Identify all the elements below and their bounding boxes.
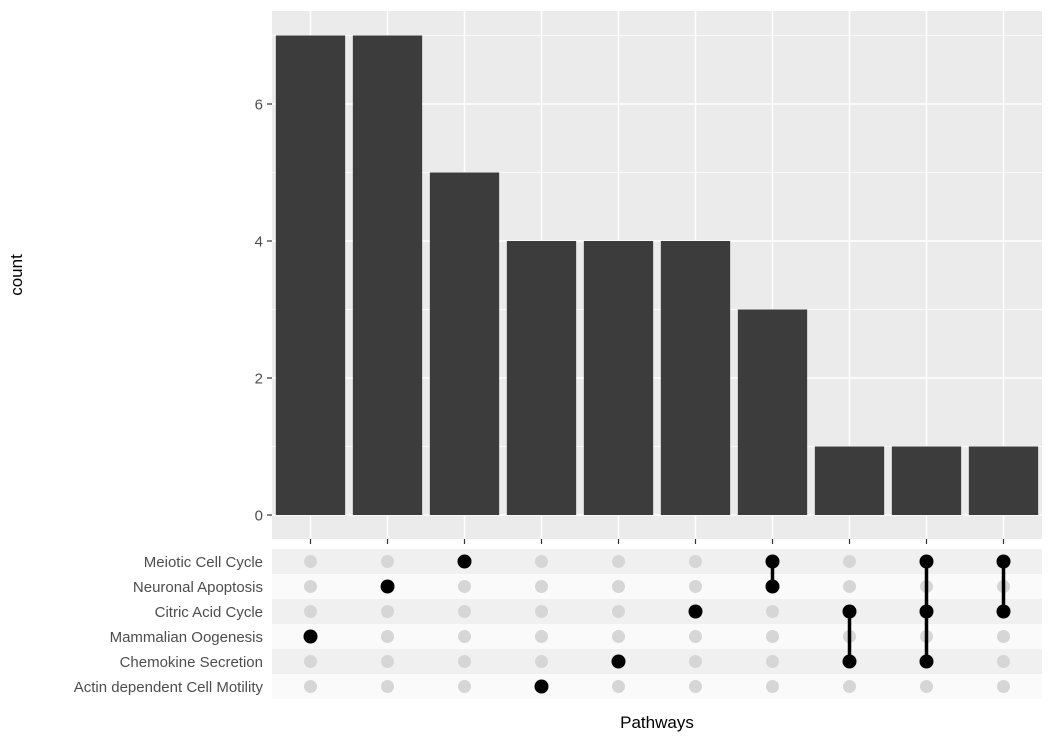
matrix-dot-inactive [458, 580, 471, 593]
matrix-dot-inactive [458, 655, 471, 668]
matrix-dot-inactive [843, 555, 856, 568]
matrix-row-stripe [272, 574, 1042, 599]
matrix-dot-inactive [535, 580, 548, 593]
matrix-dot-inactive [381, 555, 394, 568]
matrix-dot-inactive [612, 605, 625, 618]
set-label: Actin dependent Cell Motility [74, 679, 264, 696]
matrix-dot-active [534, 679, 549, 694]
matrix-dot-inactive [766, 680, 779, 693]
intersection-size-bar [352, 35, 423, 515]
matrix-dot-inactive [689, 555, 702, 568]
matrix-dot-active [842, 654, 857, 669]
matrix-dot-inactive [381, 630, 394, 643]
set-label: Chemokine Secretion [120, 654, 263, 671]
matrix-dot-inactive [766, 630, 779, 643]
matrix-dot-active [919, 604, 934, 619]
matrix-dot-active [765, 579, 780, 594]
matrix-dot-inactive [535, 605, 548, 618]
matrix-row-stripe [272, 674, 1042, 699]
y-tick-label: 2 [255, 370, 263, 387]
matrix-dot-inactive [458, 630, 471, 643]
matrix-dot-inactive [381, 680, 394, 693]
matrix-dot-inactive [612, 580, 625, 593]
matrix-dot-active [919, 654, 934, 669]
matrix-dot-inactive [381, 605, 394, 618]
matrix-dot-inactive [304, 555, 317, 568]
matrix-dot-inactive [458, 605, 471, 618]
intersection-size-bar [583, 241, 654, 515]
matrix-dot-inactive [304, 605, 317, 618]
matrix-dot-inactive [304, 655, 317, 668]
matrix-dot-inactive [997, 680, 1010, 693]
matrix-dot-inactive [997, 630, 1010, 643]
set-label: Meiotic Cell Cycle [144, 554, 263, 571]
y-tick-label: 4 [255, 233, 263, 250]
intersection-size-bar [506, 241, 577, 515]
intersection-size-bar [968, 446, 1039, 515]
matrix-dot-active [996, 604, 1011, 619]
matrix-dot-active [996, 554, 1011, 569]
matrix-dot-active [303, 629, 318, 644]
x-axis-title: Pathways [620, 713, 694, 732]
set-label: Neuronal Apoptosis [133, 579, 263, 596]
matrix-dot-inactive [381, 655, 394, 668]
matrix-dot-active [380, 579, 395, 594]
matrix-row-stripe [272, 549, 1042, 574]
matrix-dot-inactive [766, 655, 779, 668]
y-tick-label: 0 [255, 507, 263, 524]
matrix-dot-inactive [612, 630, 625, 643]
matrix-dot-active [688, 604, 703, 619]
set-label: Citric Acid Cycle [155, 604, 263, 621]
matrix-dot-inactive [997, 655, 1010, 668]
matrix-row-stripe [272, 624, 1042, 649]
matrix-dot-inactive [535, 655, 548, 668]
matrix-dot-inactive [920, 680, 933, 693]
matrix-dot-inactive [689, 630, 702, 643]
generated-chart-layer: 0 2 4 6 Meiotic Cell Cycle Neuronal Apoptosis… [74, 11, 1042, 699]
matrix-row-stripe [272, 649, 1042, 674]
intersection-size-bar [737, 309, 808, 515]
matrix-dot-active [457, 554, 472, 569]
matrix-dot-inactive [535, 555, 548, 568]
matrix-dot-inactive [843, 680, 856, 693]
intersection-size-bar [814, 446, 885, 515]
matrix-dot-inactive [689, 580, 702, 593]
y-axis-title: count [7, 254, 26, 296]
matrix-dot-active [611, 654, 626, 669]
matrix-dot-inactive [304, 580, 317, 593]
matrix-dot-inactive [843, 580, 856, 593]
matrix-dot-active [765, 554, 780, 569]
matrix-dot-inactive [766, 605, 779, 618]
intersection-size-bar [891, 446, 962, 515]
y-tick-label: 6 [255, 96, 263, 113]
matrix-dot-inactive [612, 555, 625, 568]
matrix-dot-inactive [689, 655, 702, 668]
matrix-dot-inactive [458, 680, 471, 693]
intersection-size-bar [429, 172, 500, 515]
matrix-dot-inactive [304, 680, 317, 693]
matrix-dot-active [842, 604, 857, 619]
matrix-dot-inactive [689, 680, 702, 693]
set-label: Mammalian Oogenesis [110, 629, 263, 646]
matrix-dot-inactive [612, 680, 625, 693]
intersection-size-bar [275, 35, 346, 515]
intersection-size-bar [660, 241, 731, 515]
matrix-row-stripe [272, 599, 1042, 624]
matrix-dot-inactive [535, 630, 548, 643]
matrix-dot-active [919, 554, 934, 569]
